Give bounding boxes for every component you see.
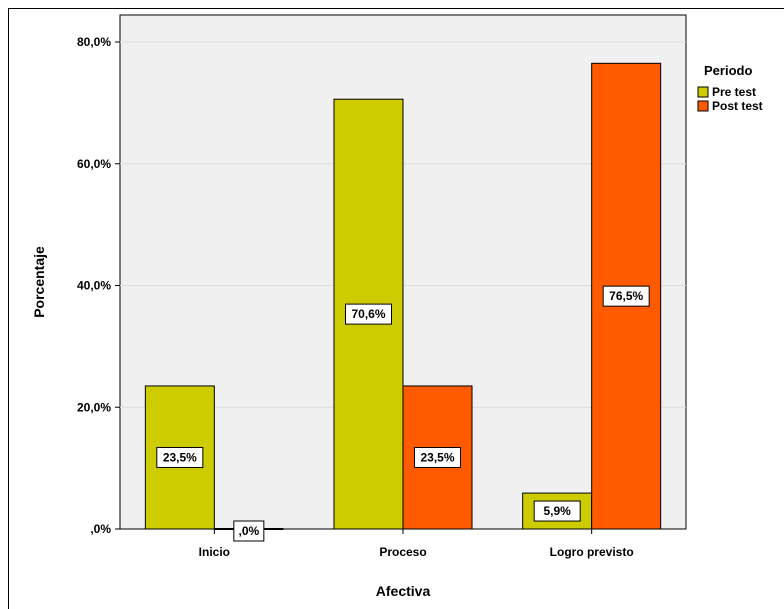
data-label-box [414, 446, 461, 468]
data-label-box [233, 520, 265, 542]
legend-label: Post test [712, 99, 763, 113]
y-tick-label: 20,0% [77, 400, 111, 414]
y-tick-label: 60,0% [77, 157, 111, 171]
data-label-box [533, 500, 581, 522]
data-label-box [345, 303, 392, 325]
y-tick-label: 80,0% [77, 35, 111, 49]
data-label: ,0% [233, 520, 265, 542]
data-label-box [602, 285, 650, 307]
legend-swatch [697, 86, 709, 98]
y-axis: ,0% 20,0% 40,0% 60,0% 80,0% [77, 35, 120, 536]
x-tick-label: Proceso [379, 545, 426, 559]
x-axis-title: Afectiva [376, 583, 431, 599]
y-tick-label: 40,0% [77, 279, 111, 293]
legend-swatch [697, 100, 709, 112]
data-label: 23,5% [156, 446, 204, 468]
y-tick-label: ,0% [90, 522, 111, 536]
data-label-box [156, 446, 204, 468]
x-tick-label: Logro previsto [550, 545, 634, 559]
data-label: 5,9% [533, 500, 581, 522]
data-label-text: 23,5% [420, 450, 454, 464]
data-label-text: 70,6% [351, 307, 385, 321]
data-labels: 23,5% ,0% 70,6% 23,5% 5,9% 76,5% [156, 285, 650, 542]
legend-label: Pre test [712, 85, 756, 99]
y-axis-title: Porcentaje [31, 246, 47, 318]
x-tick-label: Inicio [199, 545, 230, 559]
legend-title: Periodo [704, 63, 752, 78]
data-label-text: 23,5% [163, 450, 197, 464]
data-label: 23,5% [414, 446, 461, 468]
data-label-text: 5,9% [543, 504, 571, 518]
x-axis: Inicio Proceso Logro previsto [199, 529, 634, 559]
data-label: 70,6% [345, 303, 392, 325]
data-label: 76,5% [602, 285, 650, 307]
data-label-text: 76,5% [609, 289, 643, 303]
chart-frame [8, 8, 784, 609]
data-label-text: ,0% [238, 524, 259, 538]
